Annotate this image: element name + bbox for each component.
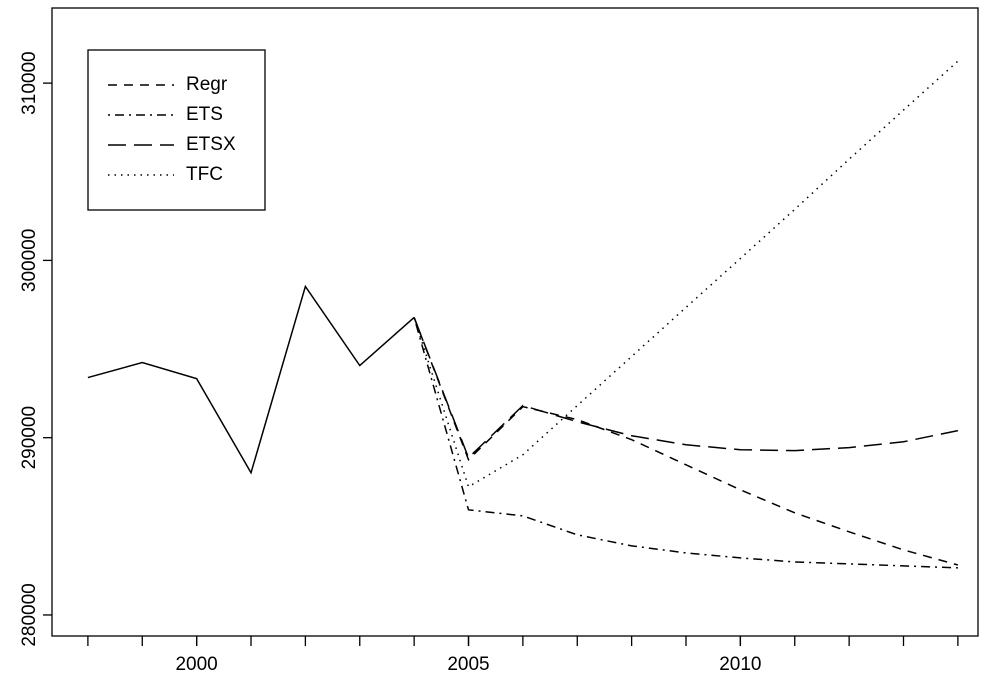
x-tick-label: 2010 — [719, 654, 761, 675]
x-tick-label: 2005 — [447, 654, 489, 675]
y-tick-label: 280000 — [19, 583, 40, 646]
legend-label: Regr — [186, 74, 228, 95]
series-line — [413, 60, 959, 488]
legend-label: ETS — [186, 104, 223, 125]
x-tick-label: 2000 — [175, 654, 217, 675]
series-line — [413, 317, 959, 566]
series-line — [413, 317, 958, 569]
plot-frame — [51, 7, 979, 637]
legend-label: TFC — [186, 164, 223, 185]
legend-box — [87, 49, 266, 211]
y-tick-label: 300000 — [19, 229, 40, 292]
legend-label: ETSX — [186, 134, 236, 155]
series-line — [87, 284, 415, 475]
series-line — [413, 317, 959, 460]
y-tick-label: 310000 — [19, 51, 40, 114]
y-tick-label: 290000 — [19, 406, 40, 469]
